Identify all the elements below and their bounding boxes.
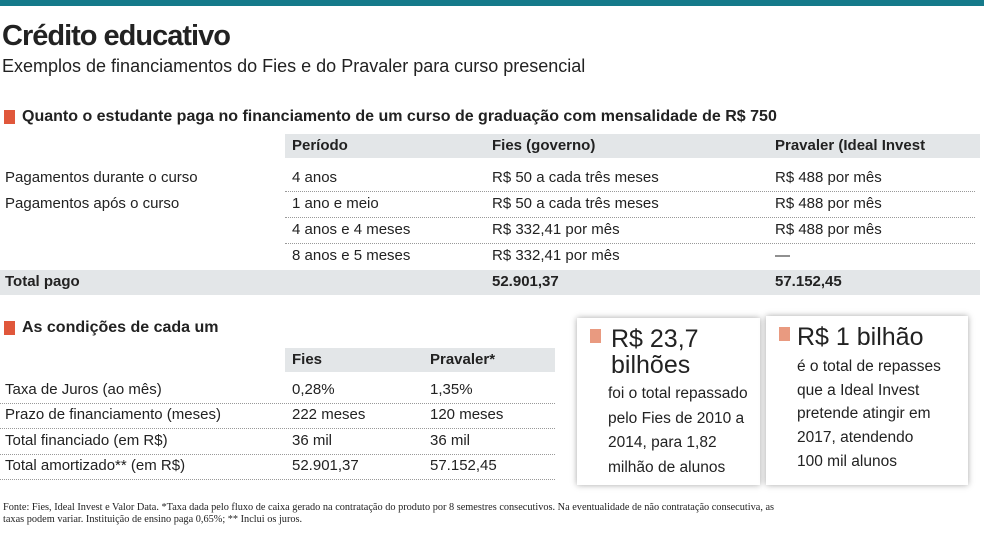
marker — [4, 110, 15, 124]
separator — [0, 428, 555, 429]
cell: 222 meses — [292, 406, 366, 423]
cell: R$ 50 a cada três meses — [492, 169, 659, 186]
section-title: As condições de cada um — [22, 319, 219, 336]
cell: 120 meses — [430, 406, 504, 423]
highlight-value: bilhões — [611, 351, 691, 379]
total-cell: 57.152,45 — [775, 273, 842, 290]
row-label: Total financiado (em R$) — [5, 432, 168, 449]
cell: 36 mil — [430, 432, 471, 449]
marker — [4, 321, 15, 335]
highlight-text: 100 mil alunos — [797, 452, 897, 470]
total-cell: Total pago — [5, 273, 80, 290]
cell: 8 anos e 5 meses — [292, 247, 411, 264]
highlight-box — [766, 316, 968, 485]
row-label: Pagamentos após o curso — [5, 195, 180, 212]
highlight-value: R$ 23,7 — [611, 325, 699, 353]
cell: R$ 50 a cada três meses — [492, 195, 659, 212]
cell: R$ 488 por mês — [775, 221, 882, 238]
separator — [285, 191, 975, 192]
column-header: Fies — [292, 351, 323, 368]
subtitle: Exemplos de financiamentos do Fies e do … — [2, 56, 586, 76]
cell: R$ 332,41 por mês — [492, 247, 620, 264]
section-title: Quanto o estudante paga no financiamento… — [22, 108, 777, 125]
column-header: Fies (governo) — [492, 137, 596, 154]
highlight-text: é o total de repasses — [797, 358, 941, 375]
title: Crédito educativo — [2, 20, 231, 52]
cell: 57.152,45 — [430, 457, 497, 474]
separator — [0, 403, 555, 404]
cell: — — [775, 247, 790, 264]
marker — [590, 329, 601, 343]
cell: 4 anos — [292, 169, 338, 186]
footnote: Fonte: Fies, Ideal Invest e Valor Data. … — [3, 502, 775, 513]
highlight-box — [577, 318, 760, 485]
column-header: Pravaler* — [430, 351, 496, 368]
header-bg — [285, 348, 555, 372]
highlight-text: que a Ideal Invest — [797, 381, 920, 399]
row-label: Taxa de Juros (ao mês) — [5, 381, 162, 398]
column-header: Período — [292, 137, 348, 154]
highlight-text: pelo Fies de 2010 a — [608, 409, 745, 427]
highlight-text: foi o total repassado — [608, 385, 748, 402]
cell: R$ 332,41 por mês — [492, 221, 620, 238]
cell: 36 mil — [292, 432, 333, 449]
cell: 52.901,37 — [292, 457, 359, 474]
highlight-text: pretende atingir em — [797, 405, 931, 423]
separator — [285, 217, 975, 218]
separator — [0, 479, 555, 480]
cell: 4 anos e 4 meses — [292, 221, 411, 238]
total-bg — [0, 270, 980, 295]
column-header: Pravaler (Ideal Invest — [775, 137, 926, 154]
footnote: taxas podem variar. Instituição de ensin… — [3, 514, 303, 525]
row-label: Total amortizado** (em R$) — [5, 457, 186, 474]
total-cell: 52.901,37 — [492, 273, 559, 290]
top-bar — [0, 0, 984, 6]
row-label: Prazo de financiamento (meses) — [5, 406, 221, 423]
separator — [285, 243, 975, 244]
header-bg — [285, 134, 980, 158]
separator — [0, 454, 555, 455]
cell: 0,28% — [292, 381, 335, 398]
highlight-text: 2014, para 1,82 — [608, 434, 717, 451]
cell: R$ 488 por mês — [775, 169, 882, 186]
row-label: Pagamentos durante o curso — [5, 169, 198, 186]
highlight-value: R$ 1 bilhão — [797, 323, 924, 351]
cell: 1,35% — [430, 381, 473, 398]
highlight-text: milhão de alunos — [608, 458, 726, 476]
highlight-text: 2017, atendendo — [797, 429, 914, 447]
cell: R$ 488 por mês — [775, 195, 882, 212]
marker — [779, 327, 790, 341]
cell: 1 ano e meio — [292, 195, 379, 212]
